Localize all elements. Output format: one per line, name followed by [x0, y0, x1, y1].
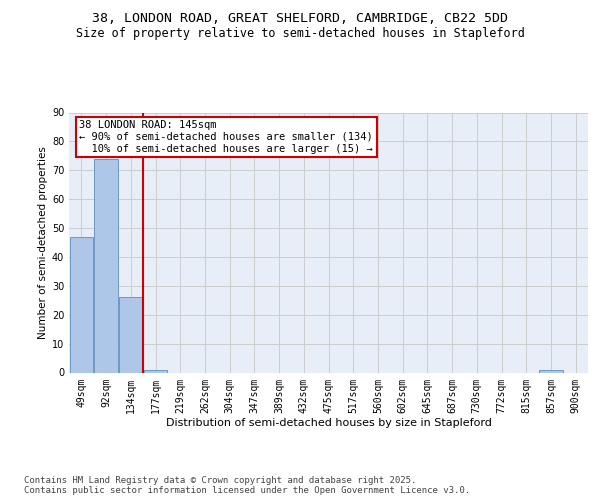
Text: Size of property relative to semi-detached houses in Stapleford: Size of property relative to semi-detach…	[76, 28, 524, 40]
Bar	[119, 298, 143, 372]
Y-axis label: Number of semi-detached properties: Number of semi-detached properties	[38, 146, 47, 339]
Text: 38, LONDON ROAD, GREAT SHELFORD, CAMBRIDGE, CB22 5DD: 38, LONDON ROAD, GREAT SHELFORD, CAMBRID…	[92, 12, 508, 26]
X-axis label: Distribution of semi-detached houses by size in Stapleford: Distribution of semi-detached houses by …	[166, 418, 491, 428]
Bar	[144, 370, 167, 372]
Bar	[94, 158, 118, 372]
Text: 38 LONDON ROAD: 145sqm
← 90% of semi-detached houses are smaller (134)
  10% of : 38 LONDON ROAD: 145sqm ← 90% of semi-det…	[79, 120, 373, 154]
Bar	[539, 370, 563, 372]
Bar	[70, 236, 93, 372]
Text: Contains HM Land Registry data © Crown copyright and database right 2025.
Contai: Contains HM Land Registry data © Crown c…	[24, 476, 470, 495]
